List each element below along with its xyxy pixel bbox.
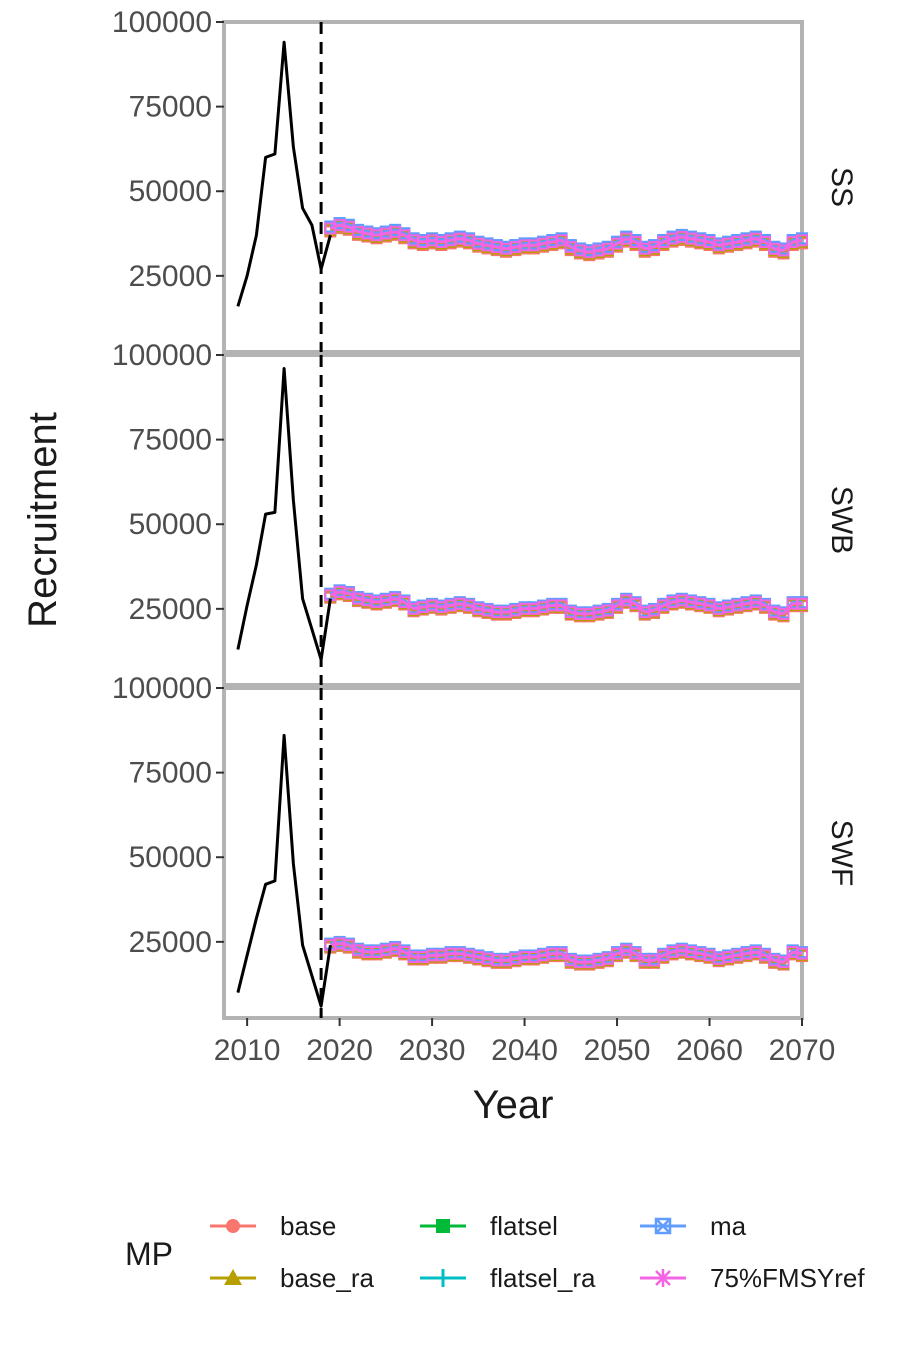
legend-marker-circle — [226, 1219, 240, 1233]
y-tick-label: 100000 — [112, 672, 212, 705]
legend-item-flatsel_ra: flatsel_ra — [420, 1263, 596, 1293]
x-tick-label: 2020 — [306, 1034, 373, 1067]
facet-panel-swf: SWF — [222, 686, 858, 1020]
data-point — [555, 947, 568, 960]
y-tick-label: 25000 — [129, 593, 212, 626]
data-point — [796, 947, 808, 960]
x-tick-label: 2070 — [769, 1034, 836, 1067]
data-point — [555, 599, 568, 612]
panel-frame — [222, 20, 804, 354]
y-tick-label: 100000 — [112, 339, 212, 372]
y-tick-label: 25000 — [129, 926, 212, 959]
history-line — [236, 40, 332, 307]
x-tick-label: 2050 — [584, 1034, 651, 1067]
legend: MP base base_ra flatsel flatsel_ra ma 75%FMSY… — [125, 1211, 865, 1293]
legend-label: base — [280, 1211, 336, 1241]
x-tick-label: 2040 — [491, 1034, 558, 1067]
data-point — [777, 244, 790, 257]
legend-item-75%FMSYref: 75%FMSYref — [640, 1263, 865, 1293]
history-line — [236, 367, 332, 662]
data-point — [777, 956, 790, 969]
y-tick-label: 25000 — [129, 260, 212, 293]
data-point — [398, 596, 411, 609]
axes-layer: 25000 50000 75000 100000 25000 50000 75000 1000… — [112, 6, 835, 1067]
x-tick-label: 2010 — [214, 1034, 281, 1067]
data-point — [629, 236, 642, 248]
panel-frame — [222, 353, 804, 687]
legend-keys: base base_ra flatsel flatsel_ra ma 75%FMSYref — [210, 1211, 865, 1293]
legend-marker-square — [436, 1219, 450, 1233]
legend-marker-plus — [434, 1269, 452, 1287]
data-point — [759, 599, 772, 612]
y-tick-label: 75000 — [129, 757, 212, 790]
data-point — [796, 597, 808, 610]
y-tick-label: 75000 — [129, 91, 212, 124]
legend-item-base: base — [210, 1211, 336, 1241]
data-point — [777, 607, 790, 620]
legend-label: 75%FMSYref — [710, 1263, 865, 1293]
x-tick-label: 2030 — [399, 1034, 466, 1067]
legend-label: base_ra — [280, 1263, 374, 1293]
data-point — [629, 597, 642, 610]
y-tick-label: 100000 — [112, 6, 212, 39]
legend-item-flatsel: flatsel — [420, 1211, 558, 1241]
data-point — [629, 947, 642, 960]
legend-label: flatsel_ra — [490, 1263, 596, 1293]
panels-layer: SS SWB SWF — [222, 20, 858, 1020]
y-tick-label: 50000 — [129, 841, 212, 874]
legend-item-base_ra: base_ra — [210, 1263, 374, 1293]
facet-panel-swb: SWB — [222, 353, 858, 687]
facet-strip-label: SWB — [825, 486, 858, 554]
facet-panel-ss: SS — [222, 20, 858, 354]
legend-label: ma — [710, 1211, 747, 1241]
y-axis-title: Recruitment — [21, 412, 65, 628]
facet-strip-label: SS — [825, 167, 858, 207]
data-point — [796, 234, 808, 247]
x-tick-label: 2060 — [676, 1034, 743, 1067]
history-line — [236, 733, 332, 1008]
y-tick-label: 50000 — [129, 175, 212, 208]
legend-marker-triangle — [224, 1269, 242, 1285]
legend-marker-star — [654, 1269, 672, 1287]
legend-marker-square-cross — [654, 1217, 672, 1235]
legend-item-ma: ma — [640, 1211, 747, 1241]
data-point — [759, 236, 772, 248]
data-point — [555, 234, 568, 247]
facet-strip-label: SWF — [825, 820, 858, 887]
y-tick-label: 75000 — [129, 424, 212, 457]
legend-title: MP — [125, 1236, 173, 1272]
x-axis-title: Year — [473, 1083, 554, 1127]
y-tick-label: 50000 — [129, 508, 212, 541]
legend-label: flatsel — [490, 1211, 558, 1241]
